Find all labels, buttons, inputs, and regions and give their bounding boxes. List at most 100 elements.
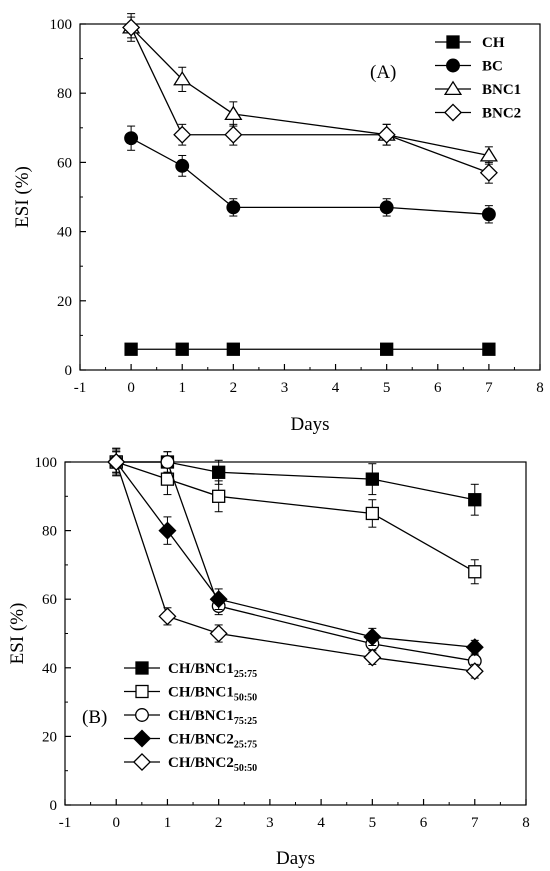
series-line <box>130 27 490 174</box>
x-tick-label: 1 <box>178 380 186 396</box>
marker-square <box>226 342 240 356</box>
x-tick-label: 0 <box>127 380 135 396</box>
y-tick-label: 20 <box>42 729 57 745</box>
legend-label: CH/BNC150:50 <box>168 685 257 704</box>
x-tick-label: 1 <box>164 815 172 831</box>
marker-triangle <box>224 105 243 121</box>
y-tick-label: 40 <box>57 225 72 241</box>
series-5 <box>107 451 484 681</box>
y-axis-label: ESI (%) <box>7 603 28 665</box>
x-tick-label: 6 <box>434 380 442 396</box>
x-tick-label: 4 <box>317 815 325 831</box>
y-tick-label: 0 <box>50 798 58 814</box>
y-axis: 0 20 40 60 80 100 <box>35 455 71 814</box>
legend-label: CH/BNC225:75 <box>168 732 257 751</box>
marker-triangle <box>479 147 498 162</box>
x-axis: -1 0 1 2 3 4 5 6 7 8 <box>74 364 544 396</box>
legend-item: CH/BNC250:50 <box>124 752 257 774</box>
marker-square <box>380 342 394 356</box>
x-axis: -1 0 1 2 3 4 5 6 7 8 <box>59 799 530 831</box>
legend-item: CH/BNC150:50 <box>124 685 257 704</box>
series-1 <box>124 342 496 356</box>
marker-diamond <box>224 125 243 144</box>
marker-square <box>365 472 379 486</box>
marker-diamond <box>479 163 498 182</box>
marker-square <box>365 506 379 521</box>
marker-diamond <box>122 18 141 37</box>
legend-label: BC <box>482 59 503 75</box>
x-tick-label: 3 <box>266 815 274 831</box>
marker-triangle <box>443 80 463 96</box>
marker-circle <box>379 200 394 215</box>
marker-diamond <box>173 125 192 144</box>
marker-square <box>175 342 189 356</box>
y-tick-label: 80 <box>57 86 72 102</box>
x-tick-label: 7 <box>485 380 493 396</box>
x-tick-label: 2 <box>215 815 223 831</box>
x-tick-label: 7 <box>471 815 479 831</box>
marker-square <box>135 661 149 675</box>
legend-item: CH/BNC225:75 <box>124 729 257 751</box>
x-tick-label: 4 <box>332 380 340 396</box>
legend-item: CH <box>435 35 505 51</box>
legend-item: CH/BNC125:75 <box>124 661 257 680</box>
y-tick-label: 100 <box>50 17 73 33</box>
marker-circle <box>481 207 496 222</box>
legend-item: BNC1 <box>435 80 521 98</box>
marker-diamond <box>209 624 228 643</box>
marker-square <box>124 342 138 356</box>
marker-diamond <box>443 103 463 122</box>
y-tick-label: 60 <box>57 155 72 171</box>
marker-circle <box>124 131 139 146</box>
marker-diamond <box>363 627 382 646</box>
y-tick-label: 100 <box>35 455 58 471</box>
marker-triangle <box>173 70 192 86</box>
series-line <box>115 461 475 672</box>
plot-frame <box>64 461 527 806</box>
x-tick-label: 0 <box>112 815 120 831</box>
x-tick-label: 5 <box>369 815 377 831</box>
panel-label: (A) <box>370 62 396 83</box>
marker-diamond <box>107 452 126 472</box>
x-tick-label: 8 <box>536 380 544 396</box>
marker-diamond <box>465 662 484 681</box>
series-line <box>116 461 475 662</box>
y-tick-label: 0 <box>65 363 73 379</box>
marker-circle <box>446 58 460 73</box>
legend-item: BNC2 <box>435 103 521 122</box>
marker-circle <box>175 158 190 173</box>
x-axis-label: Days <box>290 414 329 435</box>
legend-item: CH/BNC175:25 <box>124 708 257 727</box>
marker-circle <box>160 455 175 469</box>
marker-diamond <box>465 638 484 657</box>
x-tick-label: 2 <box>230 380 238 396</box>
legend: CH BC BNC1 BNC2 <box>435 35 521 122</box>
legend-label: CH/BNC175:25 <box>168 708 257 727</box>
marker-square <box>482 342 496 356</box>
x-tick-label: 8 <box>522 815 530 831</box>
plot-frame <box>79 23 541 371</box>
marker-square <box>468 565 482 579</box>
legend-label: BNC1 <box>482 82 521 98</box>
marker-diamond <box>158 521 177 540</box>
marker-diamond <box>158 607 177 626</box>
legend-item: BC <box>435 59 503 75</box>
x-tick-label: 3 <box>281 380 289 396</box>
marker-diamond <box>132 752 152 772</box>
marker-diamond <box>132 729 152 748</box>
y-axis: 0 20 40 60 80 100 <box>50 17 86 379</box>
y-tick-label: 40 <box>42 661 57 677</box>
x-axis-label: Days <box>276 848 315 869</box>
legend-label: CH/BNC125:75 <box>168 661 257 680</box>
marker-square <box>468 493 482 507</box>
x-tick-label: 5 <box>383 380 391 396</box>
marker-circle <box>135 708 149 722</box>
series-4 <box>122 16 498 184</box>
marker-square <box>135 684 149 699</box>
legend-label: CH <box>482 35 505 51</box>
series-2 <box>124 125 496 224</box>
marker-square <box>212 489 226 503</box>
